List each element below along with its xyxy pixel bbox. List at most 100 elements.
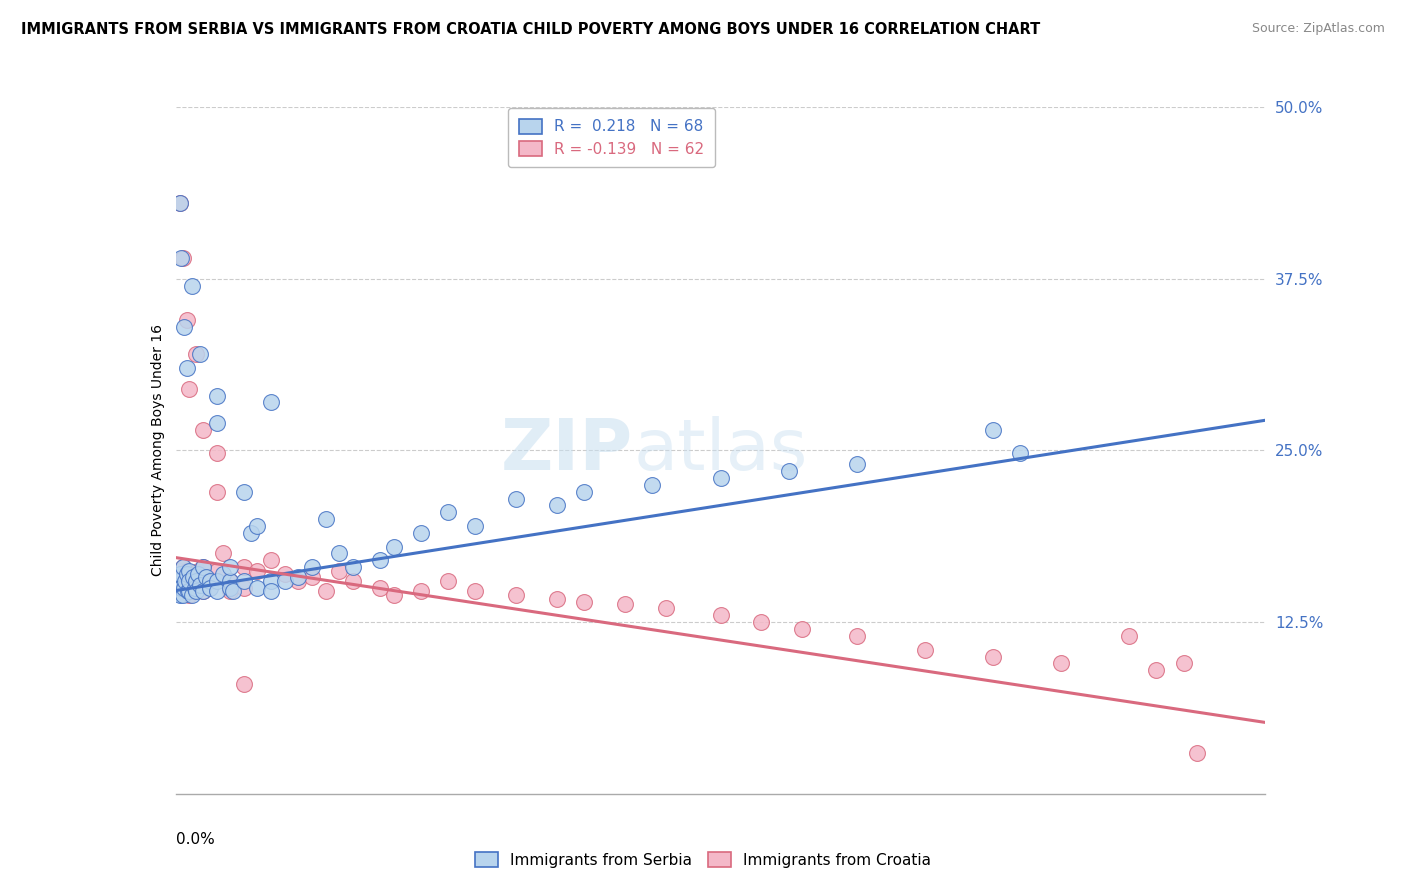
Point — [232, 574, 254, 588]
Point — [232, 484, 254, 499]
Point — [368, 581, 391, 595]
Point — [186, 565, 209, 579]
Point — [179, 382, 201, 396]
Point — [751, 615, 773, 630]
Point — [382, 588, 405, 602]
Point — [198, 581, 221, 595]
Point — [179, 565, 201, 579]
Point — [1010, 446, 1032, 460]
Text: ZIP: ZIP — [501, 416, 633, 485]
Point — [641, 478, 664, 492]
Point — [315, 512, 337, 526]
Point — [172, 560, 194, 574]
Point — [198, 574, 221, 588]
Point — [981, 649, 1004, 664]
Point — [169, 196, 191, 211]
Point — [505, 588, 527, 602]
Point — [287, 570, 309, 584]
Point — [219, 581, 242, 595]
Text: 0.0%: 0.0% — [176, 831, 215, 847]
Point — [1118, 629, 1140, 643]
Point — [169, 588, 191, 602]
Point — [1050, 657, 1073, 671]
Point — [169, 565, 191, 579]
Point — [191, 583, 214, 598]
Point — [981, 423, 1004, 437]
Point — [191, 560, 214, 574]
Point — [172, 560, 194, 574]
Text: Source: ZipAtlas.com: Source: ZipAtlas.com — [1251, 22, 1385, 36]
Point — [191, 560, 214, 574]
Point — [274, 574, 297, 588]
Point — [260, 553, 283, 567]
Point — [287, 574, 309, 588]
Point — [188, 578, 211, 592]
Point — [205, 583, 228, 598]
Point — [194, 570, 217, 584]
Point — [176, 313, 198, 327]
Point — [179, 574, 201, 588]
Point — [342, 560, 364, 574]
Point — [1187, 746, 1209, 760]
Point — [614, 597, 637, 611]
Point — [179, 583, 201, 598]
Point — [437, 574, 460, 588]
Point — [710, 608, 733, 623]
Point — [179, 588, 201, 602]
Point — [186, 583, 208, 598]
Point — [205, 484, 228, 499]
Point — [188, 581, 211, 595]
Point — [212, 546, 235, 561]
Point — [169, 196, 191, 211]
Point — [260, 395, 283, 409]
Point — [1144, 663, 1167, 677]
Point — [845, 629, 868, 643]
Point — [845, 457, 868, 471]
Point — [184, 581, 207, 595]
Point — [191, 583, 214, 598]
Point — [1173, 657, 1195, 671]
Point — [186, 574, 208, 588]
Point — [382, 540, 405, 554]
Point — [409, 583, 432, 598]
Point — [174, 574, 197, 588]
Point — [437, 505, 460, 519]
Point — [170, 251, 193, 265]
Point — [181, 278, 204, 293]
Legend: R =  0.218   N = 68, R = -0.139   N = 62: R = 0.218 N = 68, R = -0.139 N = 62 — [509, 108, 714, 168]
Point — [186, 574, 208, 588]
Point — [205, 574, 228, 588]
Point — [246, 581, 269, 595]
Point — [222, 583, 245, 598]
Point — [173, 581, 195, 595]
Point — [183, 570, 205, 584]
Point — [183, 583, 205, 598]
Point — [778, 464, 800, 478]
Point — [172, 588, 194, 602]
Point — [260, 583, 283, 598]
Text: IMMIGRANTS FROM SERBIA VS IMMIGRANTS FROM CROATIA CHILD POVERTY AMONG BOYS UNDER: IMMIGRANTS FROM SERBIA VS IMMIGRANTS FRO… — [21, 22, 1040, 37]
Point — [219, 574, 242, 588]
Point — [792, 622, 814, 636]
Point — [186, 567, 209, 582]
Point — [186, 347, 208, 361]
Point — [205, 388, 228, 402]
Point — [177, 583, 200, 598]
Point — [219, 574, 242, 588]
Point — [219, 560, 242, 574]
Point — [172, 251, 194, 265]
Point — [205, 565, 228, 579]
Point — [239, 525, 262, 540]
Point — [710, 471, 733, 485]
Point — [342, 574, 364, 588]
Point — [174, 570, 197, 584]
Point — [574, 484, 596, 499]
Point — [167, 574, 190, 588]
Point — [246, 565, 269, 579]
Point — [191, 423, 214, 437]
Point — [914, 642, 936, 657]
Point — [176, 565, 198, 579]
Point — [173, 319, 195, 334]
Point — [655, 601, 678, 615]
Point — [328, 546, 350, 561]
